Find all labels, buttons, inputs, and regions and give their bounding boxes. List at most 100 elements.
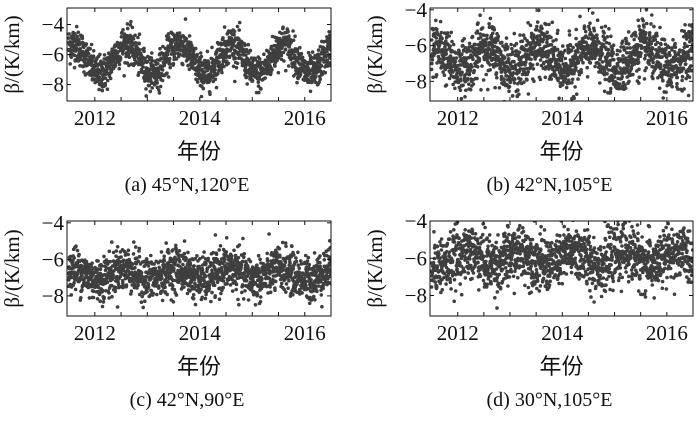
data-point <box>100 304 105 309</box>
data-point <box>673 45 678 50</box>
data-point <box>258 257 262 262</box>
data-point <box>461 43 465 48</box>
data-point <box>669 81 674 85</box>
data-point <box>267 276 272 281</box>
data-point <box>592 28 597 33</box>
data-point <box>166 32 171 36</box>
data-point <box>246 42 251 47</box>
data-point <box>496 34 501 39</box>
data-point <box>502 77 506 81</box>
data-point <box>308 89 313 94</box>
data-point <box>586 36 591 40</box>
data-point <box>498 63 503 68</box>
data-point <box>480 64 484 68</box>
data-point <box>442 55 446 60</box>
data-point <box>167 251 171 255</box>
data-point <box>91 54 96 58</box>
data-point <box>624 39 629 44</box>
data-point <box>547 22 551 27</box>
data-point <box>476 21 480 25</box>
y-axis-label: β/(K/km) <box>0 15 24 93</box>
data-point <box>214 85 219 90</box>
data-point <box>299 259 303 263</box>
data-point <box>475 76 479 81</box>
data-point <box>88 47 92 51</box>
data-point <box>561 44 565 48</box>
data-point <box>101 300 106 304</box>
data-point <box>244 53 248 57</box>
data-point <box>257 57 262 61</box>
data-point <box>655 34 659 38</box>
data-point <box>650 46 655 51</box>
data-point <box>213 233 218 237</box>
data-point <box>650 52 655 56</box>
data-point <box>246 298 251 302</box>
data-point <box>508 68 512 72</box>
data-point <box>163 285 167 290</box>
data-point <box>529 57 533 62</box>
data-point <box>660 47 665 51</box>
data-point <box>559 58 564 63</box>
data-point <box>225 262 229 266</box>
data-point <box>622 48 627 52</box>
data-point <box>244 278 249 283</box>
data-point <box>636 18 640 23</box>
data-point <box>108 259 112 264</box>
data-point <box>237 37 241 41</box>
data-point <box>291 38 296 42</box>
data-point <box>137 47 142 52</box>
data-point <box>289 254 294 259</box>
data-point <box>626 63 631 67</box>
data-point <box>281 50 286 55</box>
data-point <box>567 33 572 37</box>
data-point <box>222 25 227 29</box>
data-point <box>468 49 473 53</box>
data-point <box>453 59 458 64</box>
data-point <box>288 261 292 266</box>
data-point <box>608 63 612 68</box>
data-point <box>444 39 448 43</box>
data-point <box>639 45 644 49</box>
data-point <box>318 264 323 269</box>
data-point <box>195 254 199 258</box>
data-point <box>266 291 270 295</box>
data-point <box>684 37 689 41</box>
data-point <box>598 81 602 85</box>
data-point <box>668 53 672 57</box>
data-point <box>516 53 520 57</box>
data-point <box>689 31 693 36</box>
data-point <box>243 289 247 293</box>
data-point <box>276 70 281 75</box>
data-point <box>587 27 592 32</box>
data-point <box>522 80 526 84</box>
data-point <box>91 295 96 300</box>
data-point <box>111 275 116 280</box>
data-point <box>148 67 152 72</box>
data-point <box>643 53 648 58</box>
data-point <box>233 56 238 60</box>
data-point <box>234 287 238 292</box>
data-point <box>510 94 515 98</box>
data-point <box>449 30 454 35</box>
x-tick-label: 2012 <box>437 106 479 130</box>
data-point <box>137 254 142 259</box>
data-point <box>143 279 148 283</box>
data-point <box>607 79 612 83</box>
data-point <box>78 57 83 62</box>
data-point <box>439 64 444 69</box>
panel-caption: (a) 45°N,120°E <box>125 174 250 196</box>
data-point <box>166 247 170 252</box>
data-point <box>637 81 641 85</box>
data-point <box>595 33 599 37</box>
data-point <box>136 283 140 288</box>
data-point <box>533 57 537 61</box>
data-point <box>526 21 530 25</box>
data-point <box>290 244 294 248</box>
data-point <box>262 52 266 56</box>
data-point <box>639 51 643 55</box>
data-point <box>554 38 558 42</box>
data-point <box>155 292 159 297</box>
data-point <box>235 24 240 29</box>
data-point <box>557 96 561 101</box>
data-point <box>470 65 474 69</box>
